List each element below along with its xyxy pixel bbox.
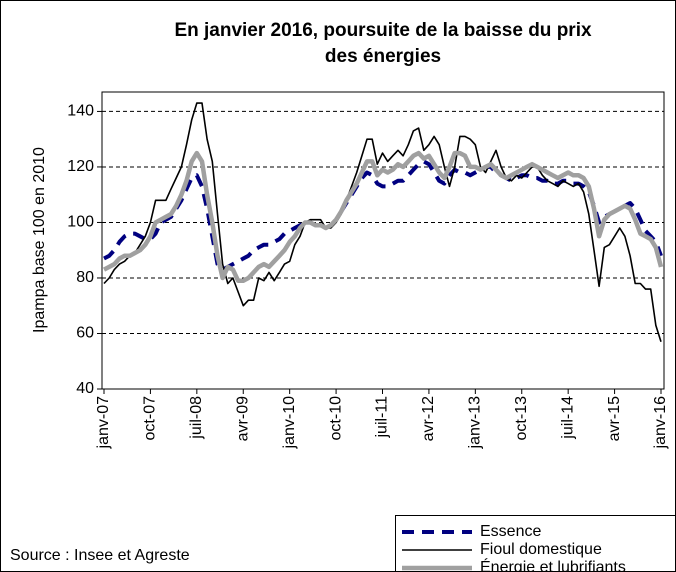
x-tick-label: janv-07 [95, 396, 112, 450]
plot [102, 102, 664, 343]
series-line [103, 159, 663, 272]
x-tick-label: janv-10 [281, 396, 298, 450]
y-tick-label: 40 [76, 380, 94, 397]
legend-label: Énergie et lubrifiants [480, 557, 626, 572]
source: Source : Insee et Agreste [10, 547, 190, 564]
x-tick-label: oct-13 [513, 396, 530, 441]
y-tick-label: 120 [67, 158, 94, 175]
y-tick-label: 100 [67, 214, 94, 231]
x-tick-label: avr-12 [420, 396, 437, 441]
y-tick-label: 140 [67, 103, 94, 120]
x-tick-label: juil-14 [559, 396, 576, 440]
y-tick-label: 60 [76, 325, 94, 342]
x-tick-label: oct-10 [327, 396, 344, 441]
series-line [102, 150, 664, 283]
chart-title: En janvier 2016, poursuite de la baisse … [174, 20, 592, 41]
x-tick-label: juil-08 [188, 396, 205, 440]
chart-title: des énergies [325, 46, 441, 67]
legend-label: Essence [480, 523, 541, 540]
grid: 40 60 80 100 120 140 janv-07 oct-07 juil-08 avr-0… [67, 91, 669, 450]
y-tick-label: 80 [76, 269, 94, 286]
x-tick-label: avr-09 [234, 396, 251, 441]
legend-label: Fioul domestique [480, 541, 602, 558]
y-axis-label: Ipampa base 100 en 2010 [31, 147, 48, 333]
x-tick-label: oct-07 [142, 396, 159, 441]
x-tick-label: janv-16 [652, 396, 669, 450]
legend-box [395, 515, 676, 572]
x-tick-label: avr-15 [606, 396, 623, 441]
x-tick-label: janv-13 [467, 396, 484, 450]
x-tick-label: juil-11 [374, 396, 391, 439]
series-line [103, 102, 662, 343]
